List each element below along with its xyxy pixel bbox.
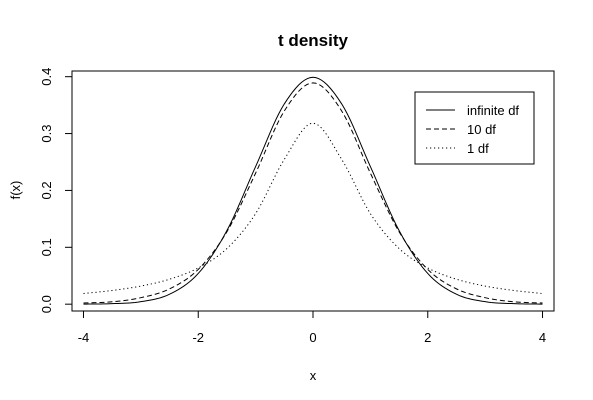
- series-line-2: [83, 122, 543, 295]
- legend-label: 1 df: [467, 141, 489, 156]
- x-tick-label: 0: [309, 330, 316, 345]
- legend: infinite df 10 df 1 df: [414, 91, 535, 165]
- series-line-1: [83, 82, 543, 304]
- legend-label: infinite df: [467, 103, 519, 118]
- legend-box: [414, 91, 535, 165]
- density-curves: [83, 76, 543, 305]
- series-line-0: [83, 76, 543, 305]
- y-tick-label: 0.1: [39, 238, 54, 256]
- x-axis-label: x: [310, 368, 317, 383]
- x-tick-label: 2: [424, 330, 431, 345]
- chart-title: t density: [278, 31, 348, 50]
- y-tick-label: 0.2: [39, 181, 54, 199]
- y-tick-label: 0.4: [39, 68, 54, 86]
- y-axis: 0.0 0.1 0.2 0.3 0.4: [39, 68, 72, 313]
- x-tick-label: -2: [192, 330, 204, 345]
- y-axis-label: f(x): [8, 181, 23, 200]
- y-tick-label: 0.3: [39, 125, 54, 143]
- x-tick-label: -4: [78, 330, 90, 345]
- y-tick-label: 0.0: [39, 295, 54, 313]
- x-tick-label: 4: [539, 330, 546, 345]
- legend-label: 10 df: [467, 122, 496, 137]
- x-axis: -4 -2 0 2 4: [78, 311, 546, 345]
